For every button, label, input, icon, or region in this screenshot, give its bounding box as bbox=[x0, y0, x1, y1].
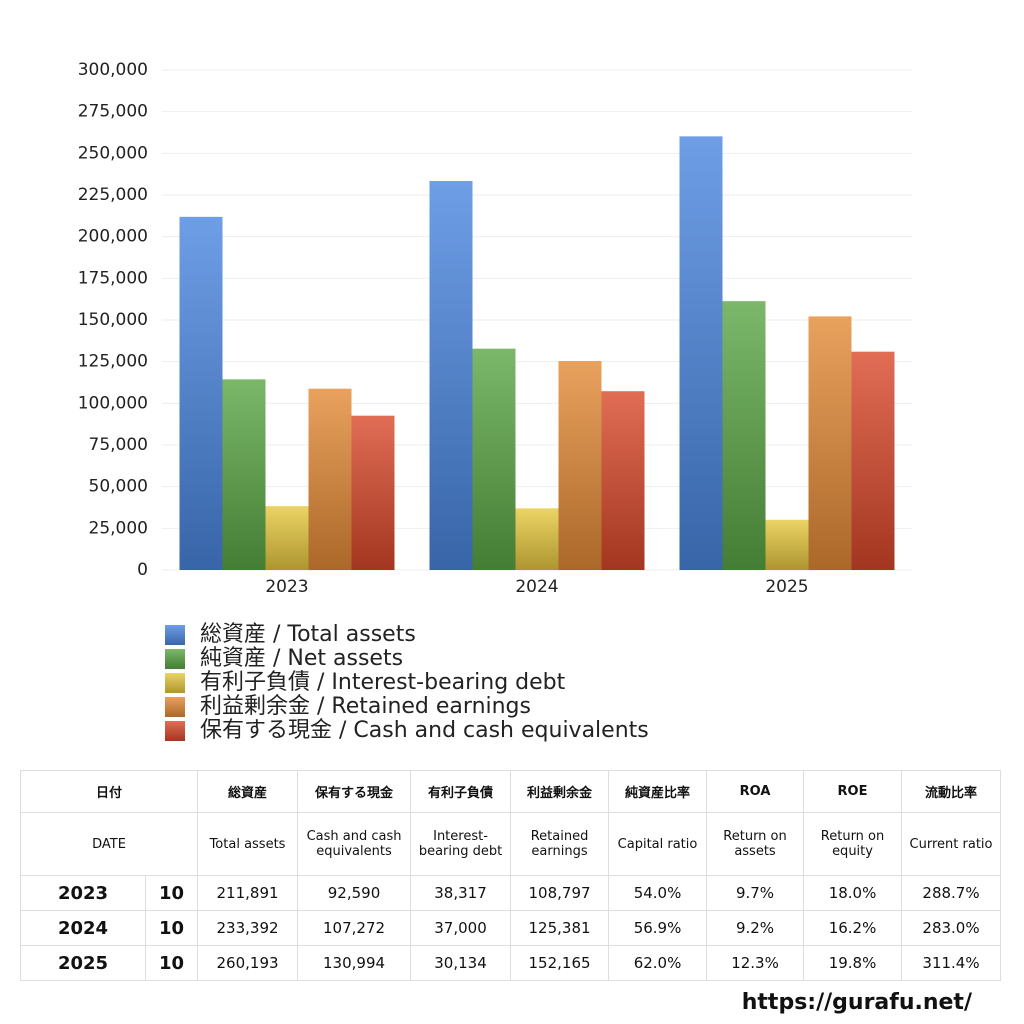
y-tick-label: 250,000 bbox=[78, 143, 148, 163]
y-tick-label: 125,000 bbox=[78, 352, 148, 372]
legend-label: 総資産 / Total assets bbox=[200, 622, 416, 647]
legend-label: 保有する現金 / Cash and cash equivalents bbox=[200, 718, 649, 743]
data-cell: 10 bbox=[144, 945, 199, 981]
header-cell: ROE bbox=[803, 770, 903, 813]
bar bbox=[429, 181, 473, 570]
data-cell: 9.7% bbox=[706, 875, 805, 911]
header-cell: DATE bbox=[19, 812, 199, 876]
header-cell: Capital ratio bbox=[608, 812, 708, 876]
data-row: 2024 10 233,392 107,272 37,000 125,381 56.9% 9.… bbox=[20, 910, 1002, 946]
x-tick-label: 2024 bbox=[515, 577, 558, 597]
data-cell: 107,272 bbox=[297, 910, 412, 946]
header-cell: 有利子負債 bbox=[410, 770, 512, 813]
data-cell: 288.7% bbox=[901, 875, 1002, 911]
bar bbox=[351, 415, 395, 570]
header-row: 日付 総資産 保有する現金 有利子負債 利益剰余金 純資産比率 ROA ROE 流動比率 bbox=[19, 770, 1002, 813]
header-cell: 流動比率 bbox=[901, 770, 1002, 813]
legend-label: 有利子負債 / Interest-bearing debt bbox=[200, 670, 566, 695]
header-cell: Current ratio bbox=[901, 812, 1002, 876]
data-cell: 311.4% bbox=[901, 945, 1002, 981]
data-cell: 30,134 bbox=[410, 945, 512, 981]
data-cell: 260,193 bbox=[197, 945, 299, 981]
bar bbox=[179, 216, 223, 570]
x-tick-label: 2025 bbox=[765, 577, 808, 597]
data-cell: 16.2% bbox=[803, 910, 903, 946]
bar bbox=[265, 506, 309, 570]
bar bbox=[308, 388, 352, 570]
data-cell: 2025 bbox=[20, 945, 146, 981]
y-tick-label: 200,000 bbox=[78, 227, 148, 247]
y-tick-label: 75,000 bbox=[89, 435, 148, 455]
data-cell: 19.8% bbox=[803, 945, 903, 981]
header-cell: 純資産比率 bbox=[608, 770, 708, 813]
header-cell: Interest-bearing debt bbox=[410, 812, 512, 876]
data-cell: 56.9% bbox=[608, 910, 708, 946]
legend-label: 利益剰余金 / Retained earnings bbox=[200, 694, 531, 719]
legend-label: 純資産 / Net assets bbox=[200, 646, 403, 671]
footer-url: https://gurafu.net/ bbox=[741, 990, 972, 1015]
header-cell: 日付 bbox=[19, 770, 199, 813]
header-cell: Return on assets bbox=[706, 812, 805, 876]
legend-swatch bbox=[165, 697, 185, 717]
y-tick-label: 275,000 bbox=[78, 102, 148, 122]
legend-swatch bbox=[165, 649, 185, 669]
bar bbox=[515, 508, 559, 570]
header-cell: 利益剰余金 bbox=[510, 770, 610, 813]
data-cell: 38,317 bbox=[410, 875, 512, 911]
data-cell: 2023 bbox=[20, 875, 146, 911]
y-tick-label: 175,000 bbox=[78, 268, 148, 288]
data-cell: 10 bbox=[144, 910, 199, 946]
header-cell: Return on equity bbox=[803, 812, 903, 876]
y-tick-label: 150,000 bbox=[78, 310, 148, 330]
bar bbox=[808, 316, 852, 570]
data-cell: 37,000 bbox=[410, 910, 512, 946]
data-row: 2023 10 211,891 92,590 38,317 108,797 54.0% 9.7… bbox=[20, 875, 1002, 911]
data-cell: 125,381 bbox=[510, 910, 610, 946]
data-cell: 108,797 bbox=[510, 875, 610, 911]
header-cell: 総資産 bbox=[197, 770, 299, 813]
bar bbox=[222, 379, 266, 570]
table-body: 日付 総資産 保有する現金 有利子負債 利益剰余金 純資産比率 ROA ROE 流動比率 DATE… bbox=[19, 770, 1002, 981]
header-cell: Retained earnings bbox=[510, 812, 610, 876]
chart: 0 25,000 50,000 75,000 100,000 125,000 150,000… bbox=[78, 60, 912, 743]
y-tick-label: 25,000 bbox=[89, 518, 148, 538]
y-tick-label: 100,000 bbox=[78, 393, 148, 413]
data-cell: 18.0% bbox=[803, 875, 903, 911]
legend-swatch bbox=[165, 625, 185, 645]
bar bbox=[722, 301, 766, 570]
data-cell: 233,392 bbox=[197, 910, 299, 946]
data-cell: 10 bbox=[144, 875, 199, 911]
header-cell: Cash and cash equivalents bbox=[297, 812, 412, 876]
bar bbox=[679, 136, 723, 570]
y-tick-label: 50,000 bbox=[89, 477, 148, 497]
x-tick-label: 2023 bbox=[265, 577, 308, 597]
bar bbox=[558, 361, 602, 570]
header-cell: Total assets bbox=[197, 812, 299, 876]
y-tick-label: 0 bbox=[137, 560, 148, 580]
bar bbox=[851, 351, 895, 570]
header-cell: ROA bbox=[706, 770, 805, 813]
header-row: DATE Total assets Cash and cash equivalent… bbox=[19, 812, 1002, 876]
data-cell: 283.0% bbox=[901, 910, 1002, 946]
data-cell: 92,590 bbox=[297, 875, 412, 911]
data-cell: 12.3% bbox=[706, 945, 805, 981]
data-cell: 9.2% bbox=[706, 910, 805, 946]
legend-swatch bbox=[165, 673, 185, 693]
bar bbox=[472, 348, 516, 570]
data-row: 2025 10 260,193 130,994 30,134 152,165 62.0% 12… bbox=[20, 945, 1002, 981]
data-cell: 130,994 bbox=[297, 945, 412, 981]
data-table: 日付 総資産 保有する現金 有利子負債 利益剰余金 純資産比率 ROA ROE 流動比率 DATE… bbox=[19, 770, 1002, 981]
legend-swatch bbox=[165, 721, 185, 741]
bar bbox=[765, 519, 809, 570]
data-cell: 62.0% bbox=[608, 945, 708, 981]
bar bbox=[601, 391, 645, 570]
y-tick-label: 225,000 bbox=[78, 185, 148, 205]
data-cell: 2024 bbox=[20, 910, 146, 946]
data-cell: 211,891 bbox=[197, 875, 299, 911]
y-tick-label: 300,000 bbox=[78, 60, 148, 80]
data-cell: 152,165 bbox=[510, 945, 610, 981]
header-cell: 保有する現金 bbox=[297, 770, 412, 813]
data-cell: 54.0% bbox=[608, 875, 708, 911]
